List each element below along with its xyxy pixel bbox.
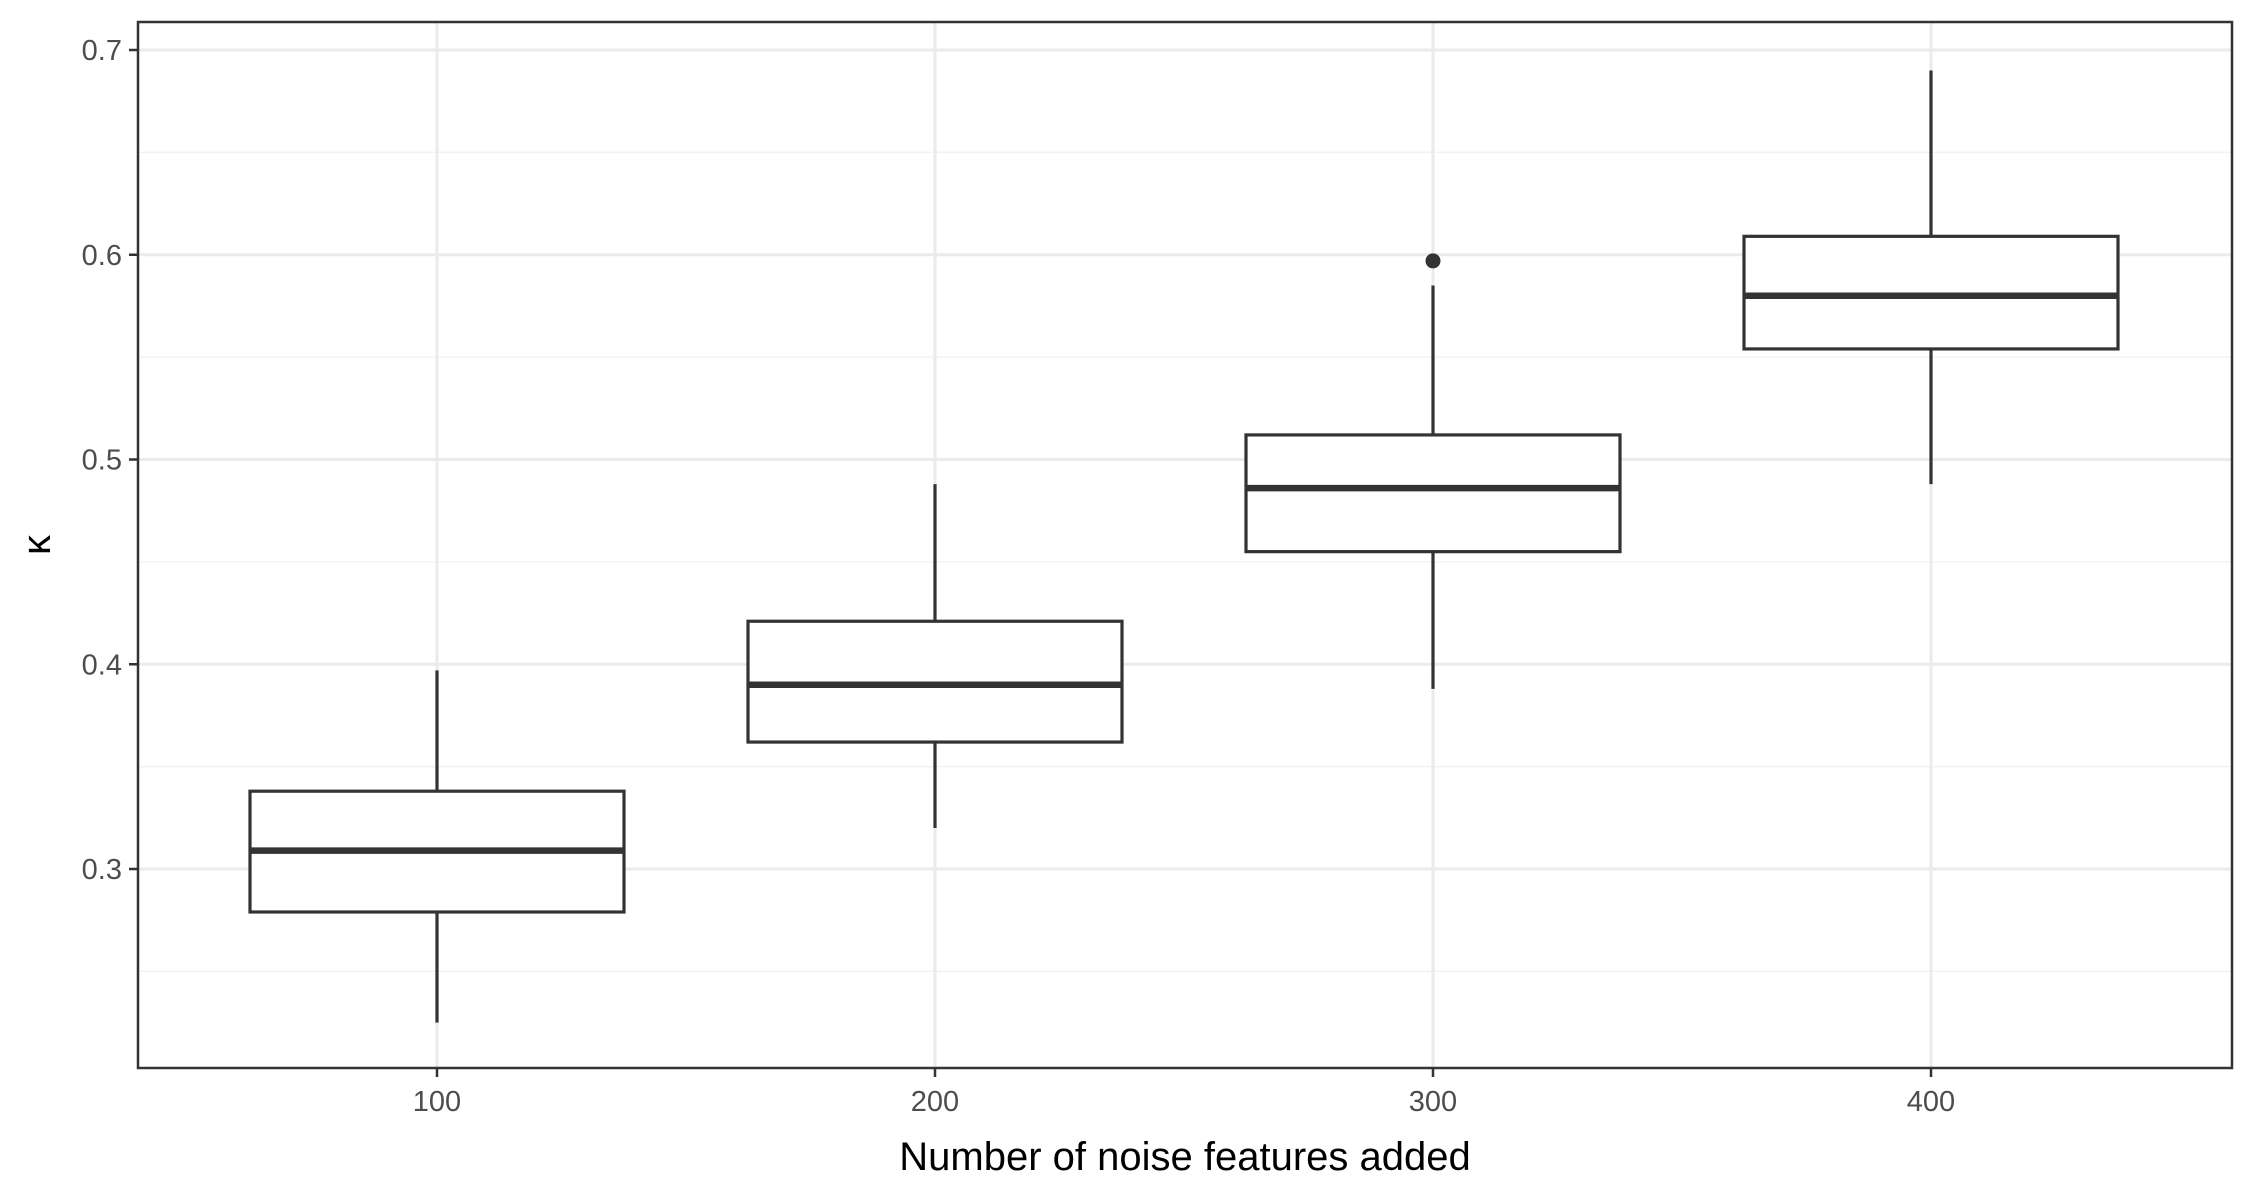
outlier-point <box>1425 253 1441 269</box>
y-tick-label: 0.6 <box>82 240 122 272</box>
x-axis-title: Number of noise features added <box>899 1135 1470 1179</box>
x-tick-label: 400 <box>1907 1086 1955 1118</box>
y-tick-label: 0.5 <box>82 445 122 477</box>
x-tick-label: 300 <box>1409 1086 1457 1118</box>
y-tick-label: 0.4 <box>82 649 122 681</box>
box-300 <box>1244 253 1622 689</box>
y-tick-label: 0.3 <box>82 854 122 886</box>
y-axis-title: κ <box>15 534 59 555</box>
box-200 <box>746 484 1124 829</box>
y-tick-label: 0.7 <box>82 35 122 67</box>
x-tick-label: 200 <box>911 1086 959 1118</box>
x-tick-label: 100 <box>413 1086 461 1118</box>
boxes <box>248 70 2120 1023</box>
box-iqr <box>1244 433 1622 554</box>
box-400 <box>1742 70 2120 485</box>
plot-panel-border <box>136 20 2234 1070</box>
box-100 <box>248 670 626 1023</box>
axes: 0.3 0.4 0.5 0.6 0.7 100 200 300 400 <box>82 35 1956 1118</box>
